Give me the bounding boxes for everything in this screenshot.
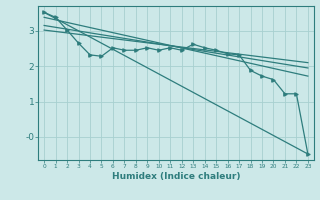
X-axis label: Humidex (Indice chaleur): Humidex (Indice chaleur) (112, 172, 240, 181)
